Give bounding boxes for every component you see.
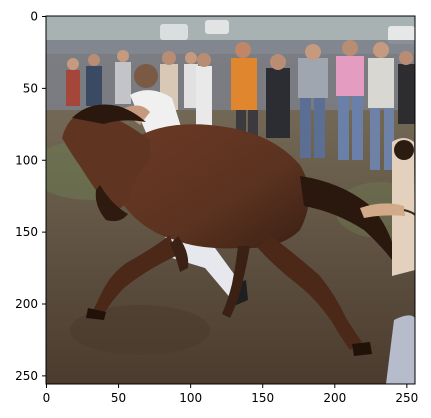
- y-tick-label: 0: [30, 10, 38, 24]
- photo-horse: [62, 104, 398, 356]
- y-axis: 0 50 100 150 200 250: [15, 10, 46, 383]
- x-axis: 0 50 100 150 200 250: [43, 384, 418, 405]
- y-tick-label: 50: [23, 81, 38, 95]
- photo: [46, 16, 415, 384]
- image-frame: [45, 15, 416, 385]
- photo-vehicle: [388, 26, 415, 44]
- photo-handler: [360, 138, 415, 384]
- x-tick-label: 50: [111, 391, 126, 405]
- x-tick-label: 150: [251, 391, 274, 405]
- photo-vehicle: [205, 20, 229, 34]
- x-tick-label: 250: [395, 391, 418, 405]
- y-tick-label: 100: [15, 153, 38, 167]
- photo-vehicle: [160, 24, 188, 40]
- x-tick-label: 200: [323, 391, 346, 405]
- y-tick-label: 250: [15, 369, 38, 383]
- y-tick-label: 150: [15, 225, 38, 239]
- photo-grass: [70, 305, 210, 355]
- photo-crowd: [66, 40, 415, 170]
- y-tick-label: 200: [15, 297, 38, 311]
- x-tick-label: 100: [179, 391, 202, 405]
- x-tick-label: 0: [43, 391, 51, 405]
